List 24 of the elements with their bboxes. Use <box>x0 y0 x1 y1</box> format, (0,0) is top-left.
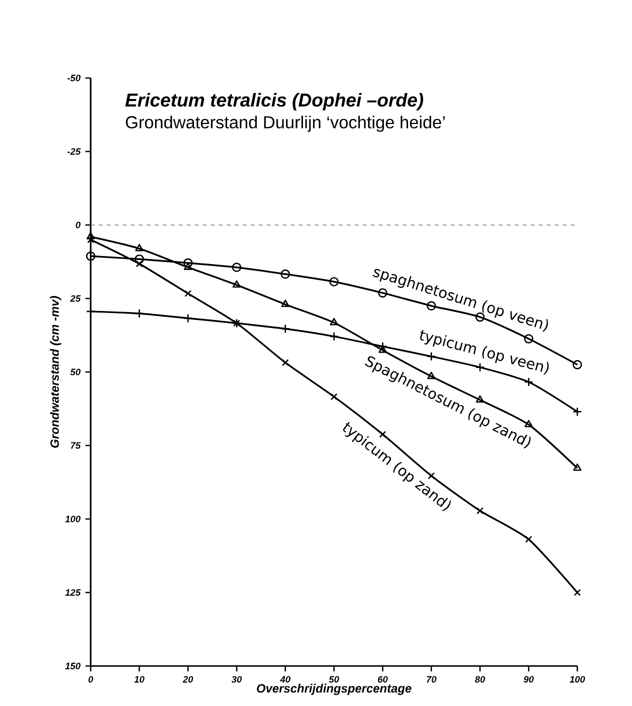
x-tick-label: 70 <box>426 676 436 683</box>
x-tick-label: 50 <box>328 676 340 683</box>
x-tick-label: 0 <box>88 676 94 683</box>
x-tick-label: 90 <box>524 676 534 683</box>
x-tick-label: 20 <box>182 676 194 683</box>
y-tick-label: 50 <box>70 368 81 376</box>
x-tick-label: 10 <box>134 676 144 683</box>
x-tick-label: 80 <box>474 676 486 683</box>
x-tick-label: 100 <box>570 676 586 683</box>
y-tick-label: 150 <box>65 662 81 670</box>
y-tick-label: 25 <box>70 295 81 302</box>
y-tick-label: 100 <box>65 516 81 522</box>
x-tick-label: 60 <box>378 676 388 683</box>
x-axis-title: Overschrijdingspercentage <box>256 684 412 695</box>
y-tick-label: 0 <box>76 222 81 228</box>
y-axis-title: Grondwaterstand (cm -mv) <box>50 296 62 448</box>
y-tick-label: -50 <box>67 74 81 82</box>
x-tick-label: 30 <box>232 676 242 683</box>
y-tick-label: 125 <box>65 589 81 596</box>
text: Grondwaterstand Duurlijn ‘vochtige heide’ <box>126 116 445 132</box>
y-tick-label: -25 <box>67 148 81 155</box>
y-tick-label: 75 <box>70 442 81 449</box>
text: Ericetum tetralicis (Dophei –orde) <box>125 92 424 110</box>
x-tick-label: 40 <box>280 676 290 683</box>
